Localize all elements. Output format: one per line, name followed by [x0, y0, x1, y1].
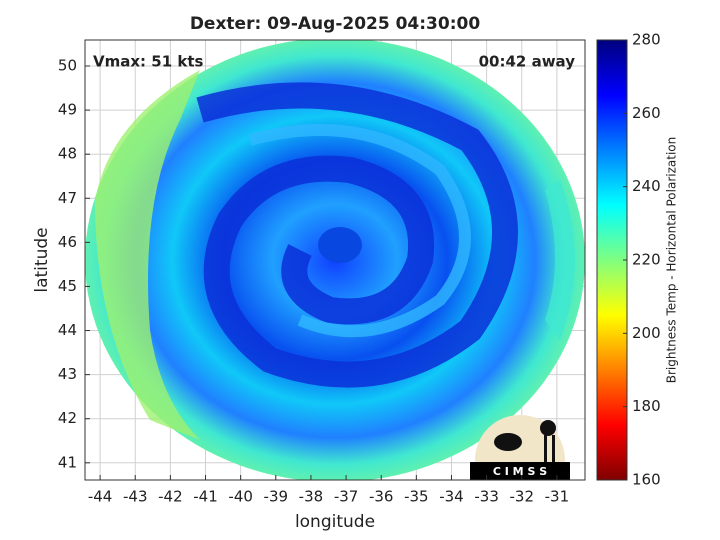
x-tick-label: -35	[404, 488, 429, 506]
y-tick-label: 49	[58, 101, 77, 119]
y-tick-label: 50	[58, 57, 77, 75]
y-tick-label: 46	[58, 233, 77, 251]
chart-title: Dexter: 09-Aug-2025 04:30:00	[190, 14, 481, 34]
colorbar-tick-label: 240	[632, 177, 661, 195]
logo-icon	[552, 435, 555, 462]
x-tick-label: -33	[474, 488, 499, 506]
x-tick-label: -34	[439, 488, 464, 506]
spiral-band	[248, 124, 471, 338]
eye	[318, 227, 362, 263]
y-axis-label: latitude	[32, 227, 52, 292]
x-tick-label: -36	[369, 488, 394, 506]
y-tick-label: 43	[58, 365, 77, 383]
colorbar	[596, 39, 628, 481]
y-tick-label: 41	[58, 453, 77, 471]
spiral-band	[196, 82, 518, 388]
y-tick-label: 48	[58, 145, 77, 163]
x-tick-label: -42	[158, 488, 183, 506]
logo-bar	[470, 462, 570, 480]
x-tick-label: -38	[299, 488, 324, 506]
annotation: Vmax: 51 kts	[93, 53, 203, 71]
x-tick-label: -31	[545, 488, 570, 506]
x-tick-label: -43	[123, 488, 148, 506]
x-axis-label: longitude	[295, 512, 375, 532]
x-tick-label: -37	[334, 488, 359, 506]
y-tick-label: 45	[58, 277, 77, 295]
y-tick-label: 44	[58, 321, 77, 339]
y-tick-label: 47	[58, 189, 77, 207]
swath-band	[95, 70, 200, 440]
swath-band	[545, 180, 575, 340]
logo-icon	[544, 435, 547, 462]
logo-text: C I M S S	[493, 465, 547, 478]
x-tick-label: -40	[228, 488, 253, 506]
x-tick-label: -44	[88, 488, 113, 506]
logo-icon	[494, 433, 522, 451]
plot-frame	[84, 39, 586, 481]
colorbar-tick-label: 200	[632, 324, 661, 342]
colorbar-label: Brightness Temp - Horizontal Polarizatio…	[665, 137, 679, 384]
annotation: 00:42 away	[479, 53, 576, 71]
y-tick-label: 42	[58, 409, 77, 427]
x-tick-label: -41	[193, 488, 218, 506]
x-tick-label: -39	[264, 488, 289, 506]
colorbar-tick-label: 160	[632, 471, 661, 489]
x-tick-label: -32	[510, 488, 535, 506]
colorbar-tick-label: 220	[632, 251, 661, 269]
logo-icon	[540, 420, 556, 436]
colorbar-tick-label: 280	[632, 31, 661, 49]
colorbar-tick-label: 260	[632, 104, 661, 122]
colorbar-tick-label: 180	[632, 397, 661, 415]
swath-image: C I M S S	[85, 40, 585, 480]
